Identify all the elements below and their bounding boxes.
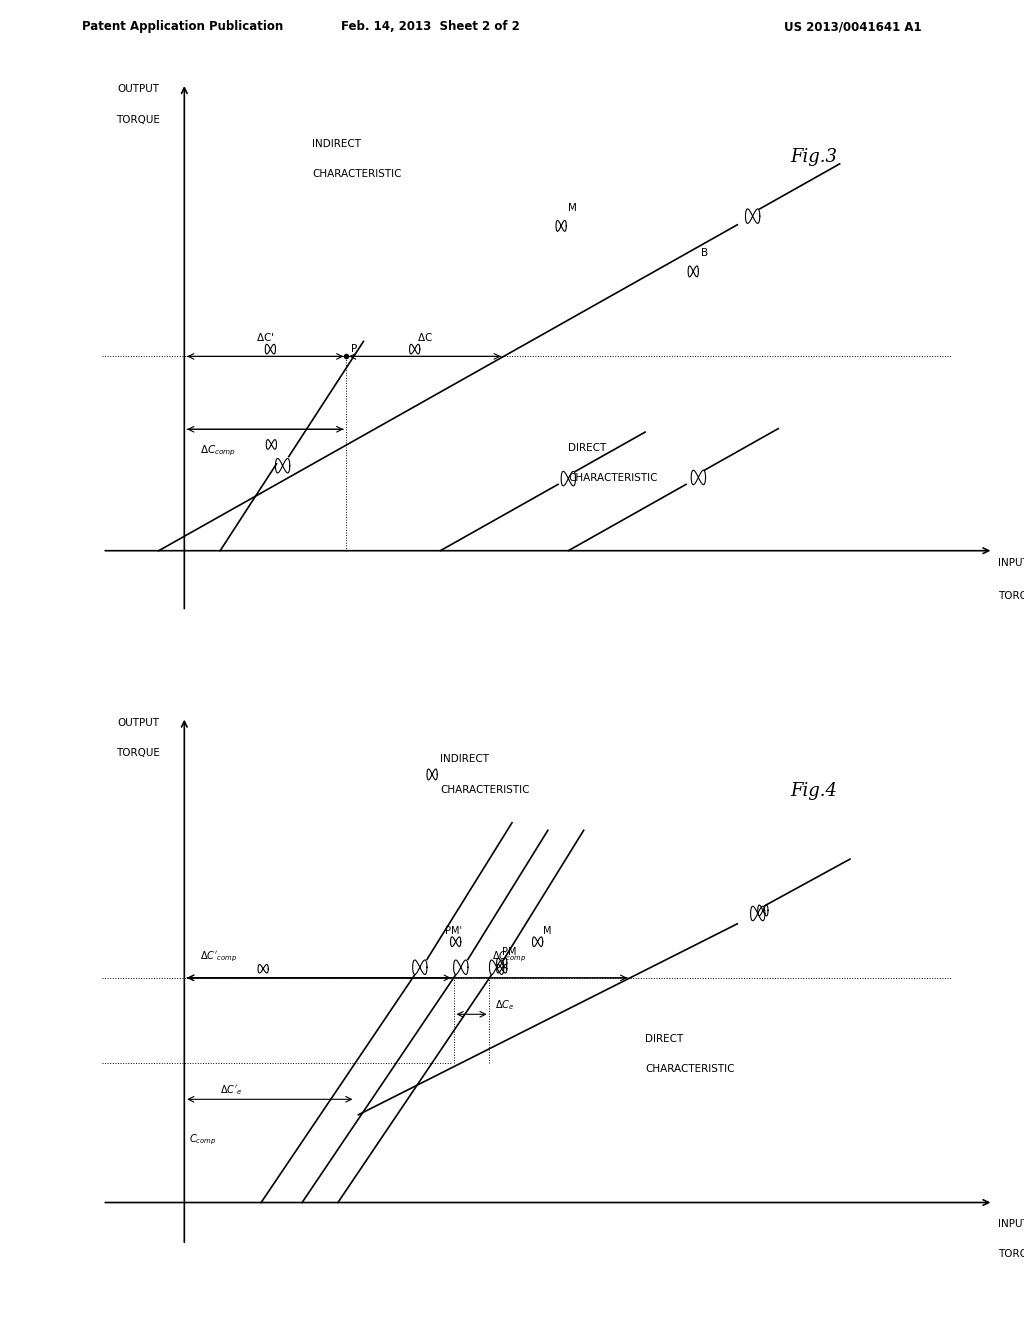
Text: M: M bbox=[543, 925, 551, 936]
Text: $\Delta C'_{comp}$: $\Delta C'_{comp}$ bbox=[200, 950, 237, 965]
Text: $\Delta$C: $\Delta$C bbox=[417, 331, 433, 343]
Text: B: B bbox=[701, 248, 709, 259]
Text: US 2013/0041641 A1: US 2013/0041641 A1 bbox=[784, 20, 922, 33]
Text: INDIRECT: INDIRECT bbox=[312, 139, 361, 149]
Text: M: M bbox=[568, 203, 578, 213]
Text: PM: PM bbox=[502, 946, 516, 957]
Text: CHARACTERISTIC: CHARACTERISTIC bbox=[568, 473, 657, 483]
Text: $\Delta$C': $\Delta$C' bbox=[256, 331, 274, 343]
Text: CHARACTERISTIC: CHARACTERISTIC bbox=[440, 784, 529, 795]
Text: TORQUE: TORQUE bbox=[117, 748, 160, 758]
Text: DIRECT: DIRECT bbox=[645, 1034, 683, 1044]
Text: TORQUE: TORQUE bbox=[117, 115, 160, 124]
Text: OUTPUT: OUTPUT bbox=[117, 84, 160, 94]
Text: TORQUE: TORQUE bbox=[998, 591, 1024, 602]
Text: Patent Application Publication: Patent Application Publication bbox=[82, 20, 284, 33]
Text: TORQUE: TORQUE bbox=[998, 1249, 1024, 1259]
Text: $\Delta C_e$: $\Delta C_e$ bbox=[495, 998, 514, 1012]
Text: $\Delta C_{comp}$: $\Delta C_{comp}$ bbox=[200, 444, 236, 458]
Text: CHARACTERISTIC: CHARACTERISTIC bbox=[645, 1064, 734, 1074]
Text: Fig.3: Fig.3 bbox=[791, 148, 838, 166]
Text: CHARACTERISTIC: CHARACTERISTIC bbox=[312, 169, 401, 180]
Text: $\Delta C_{comp}$: $\Delta C_{comp}$ bbox=[492, 950, 525, 965]
Text: $\Delta C'_e$: $\Delta C'_e$ bbox=[220, 1084, 243, 1097]
Text: Feb. 14, 2013  Sheet 2 of 2: Feb. 14, 2013 Sheet 2 of 2 bbox=[341, 20, 519, 33]
Text: DIRECT: DIRECT bbox=[568, 442, 606, 453]
Text: OUTPUT: OUTPUT bbox=[117, 718, 160, 727]
Text: INPUT: INPUT bbox=[998, 558, 1024, 568]
Text: Fig.4: Fig.4 bbox=[791, 781, 838, 800]
Text: PM': PM' bbox=[445, 925, 463, 936]
Text: $C_{comp}$: $C_{comp}$ bbox=[189, 1133, 217, 1147]
Text: P: P bbox=[351, 343, 357, 354]
Text: INPUT: INPUT bbox=[998, 1218, 1024, 1229]
Text: INDIRECT: INDIRECT bbox=[440, 754, 489, 764]
